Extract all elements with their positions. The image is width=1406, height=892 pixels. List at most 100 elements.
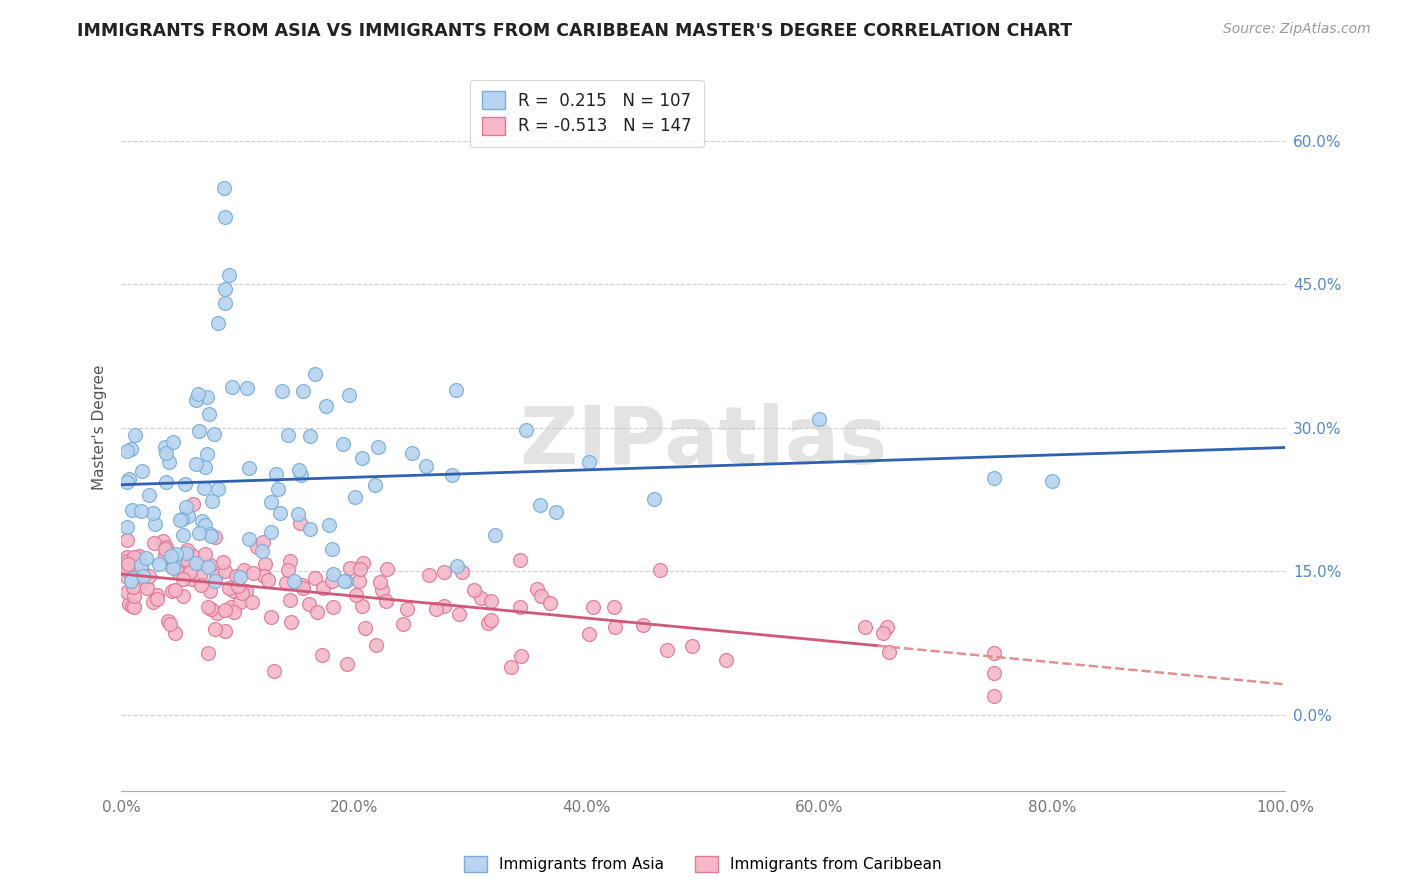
Point — [714, 652, 737, 666]
Point — [153, 541, 176, 556]
Point — [117, 598, 139, 612]
Point — [194, 518, 217, 533]
Point — [132, 568, 155, 582]
Point — [260, 524, 283, 539]
Point — [179, 565, 201, 579]
Point — [311, 648, 333, 663]
Point — [304, 367, 326, 381]
Point — [352, 556, 374, 570]
Point — [155, 445, 177, 459]
Point — [219, 600, 242, 615]
Point — [181, 559, 204, 574]
Point — [165, 583, 187, 598]
Point — [187, 387, 209, 401]
Point — [318, 517, 340, 532]
Point — [207, 482, 229, 496]
Point — [350, 450, 373, 465]
Point — [648, 563, 671, 577]
Point — [115, 553, 138, 567]
Point — [221, 380, 243, 394]
Point — [177, 509, 200, 524]
Point — [643, 492, 665, 507]
Point — [188, 569, 211, 583]
Point — [260, 610, 283, 624]
Point — [298, 522, 321, 536]
Point — [165, 625, 187, 640]
Point — [366, 638, 388, 652]
Point — [307, 605, 329, 619]
Point — [322, 599, 344, 614]
Point — [484, 528, 506, 542]
Point — [131, 464, 153, 478]
Point — [578, 455, 600, 469]
Point — [983, 666, 1005, 681]
Point — [287, 463, 309, 477]
Point — [125, 561, 148, 575]
Point — [433, 565, 456, 579]
Point — [198, 407, 221, 421]
Point — [165, 548, 187, 562]
Point — [235, 583, 257, 598]
Point — [477, 616, 499, 631]
Point — [204, 622, 226, 636]
Point — [335, 574, 357, 588]
Point — [441, 467, 464, 482]
Point — [304, 571, 326, 585]
Point — [242, 566, 264, 581]
Point — [201, 494, 224, 508]
Point — [375, 594, 398, 608]
Point — [226, 579, 249, 593]
Point — [184, 392, 207, 407]
Point — [194, 460, 217, 475]
Point — [117, 563, 139, 577]
Point — [143, 516, 166, 531]
Point — [198, 583, 221, 598]
Point — [204, 530, 226, 544]
Point — [877, 645, 900, 659]
Point — [200, 529, 222, 543]
Point — [354, 621, 377, 635]
Point — [125, 561, 148, 575]
Text: IMMIGRANTS FROM ASIA VS IMMIGRANTS FROM CARIBBEAN MASTER'S DEGREE CORRELATION CH: IMMIGRANTS FROM ASIA VS IMMIGRANTS FROM … — [77, 22, 1073, 40]
Point — [205, 606, 228, 620]
Point — [277, 427, 299, 442]
Point — [321, 574, 343, 588]
Point — [235, 381, 257, 395]
Point — [162, 435, 184, 450]
Point — [128, 549, 150, 564]
Point — [193, 481, 215, 495]
Point — [181, 556, 204, 570]
Point — [129, 558, 152, 573]
Point — [367, 440, 389, 454]
Point — [191, 514, 214, 528]
Point — [157, 455, 180, 469]
Point — [983, 470, 1005, 484]
Point — [463, 582, 485, 597]
Point — [529, 498, 551, 512]
Point — [124, 599, 146, 614]
Point — [121, 565, 143, 579]
Point — [179, 565, 201, 579]
Point — [181, 572, 204, 586]
Point — [499, 660, 522, 674]
Point — [194, 547, 217, 561]
Point — [396, 601, 419, 615]
Point — [124, 550, 146, 565]
Point — [195, 390, 218, 404]
Point — [162, 560, 184, 574]
Point — [138, 569, 160, 583]
Point — [121, 503, 143, 517]
Point — [291, 578, 314, 592]
Point — [983, 689, 1005, 703]
Point — [283, 574, 305, 588]
Point — [197, 600, 219, 615]
Point — [180, 548, 202, 562]
Point — [198, 558, 221, 572]
Point — [142, 536, 165, 550]
Point — [391, 616, 413, 631]
Point — [515, 423, 537, 437]
Point — [253, 568, 276, 582]
Point — [290, 468, 312, 483]
Point — [280, 593, 302, 607]
Point — [214, 210, 236, 224]
